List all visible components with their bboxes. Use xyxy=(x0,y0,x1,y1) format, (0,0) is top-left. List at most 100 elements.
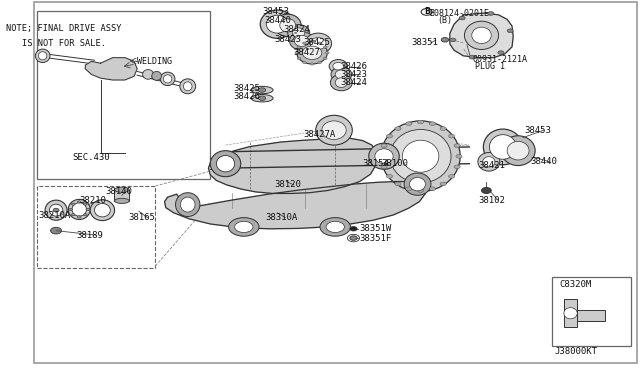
Ellipse shape xyxy=(180,197,195,212)
Ellipse shape xyxy=(211,151,241,177)
Ellipse shape xyxy=(305,33,332,54)
Ellipse shape xyxy=(335,70,348,79)
Text: 38453: 38453 xyxy=(262,7,289,16)
Text: 38424: 38424 xyxy=(284,25,310,34)
Text: 38426: 38426 xyxy=(340,62,367,71)
Text: 38427: 38427 xyxy=(294,48,321,57)
Ellipse shape xyxy=(95,203,110,217)
Circle shape xyxy=(318,61,321,64)
Circle shape xyxy=(449,174,454,178)
Circle shape xyxy=(442,38,449,42)
Polygon shape xyxy=(164,182,427,229)
Circle shape xyxy=(323,57,327,60)
Circle shape xyxy=(310,63,314,65)
Ellipse shape xyxy=(331,67,352,82)
Text: 38351: 38351 xyxy=(412,38,438,47)
Ellipse shape xyxy=(72,203,86,216)
Polygon shape xyxy=(85,58,137,80)
Ellipse shape xyxy=(163,75,172,83)
Circle shape xyxy=(395,127,401,131)
Ellipse shape xyxy=(115,187,129,192)
Bar xyxy=(36,11,211,179)
Ellipse shape xyxy=(410,177,426,191)
Ellipse shape xyxy=(320,218,351,236)
Text: B: B xyxy=(424,7,429,16)
Ellipse shape xyxy=(260,10,294,38)
Circle shape xyxy=(295,52,299,54)
Polygon shape xyxy=(450,13,513,58)
Ellipse shape xyxy=(326,221,344,232)
Ellipse shape xyxy=(266,15,288,33)
Ellipse shape xyxy=(152,71,161,80)
Circle shape xyxy=(326,52,329,54)
Ellipse shape xyxy=(381,121,460,192)
Circle shape xyxy=(417,120,424,124)
Text: 38102: 38102 xyxy=(479,196,506,205)
Circle shape xyxy=(297,57,301,60)
Circle shape xyxy=(379,154,385,158)
Circle shape xyxy=(488,12,494,15)
Ellipse shape xyxy=(310,38,326,49)
Circle shape xyxy=(259,88,266,92)
Text: 38423: 38423 xyxy=(340,70,367,79)
Circle shape xyxy=(294,32,297,33)
Circle shape xyxy=(387,174,392,178)
Ellipse shape xyxy=(275,14,301,36)
Circle shape xyxy=(294,48,297,50)
Ellipse shape xyxy=(302,46,322,60)
Text: 38425: 38425 xyxy=(303,38,330,47)
Bar xyxy=(36,186,156,268)
Ellipse shape xyxy=(507,141,529,160)
Circle shape xyxy=(395,182,401,186)
Text: 38440: 38440 xyxy=(264,16,291,25)
Ellipse shape xyxy=(390,129,451,183)
Circle shape xyxy=(297,46,301,48)
Text: WELDING: WELDING xyxy=(137,57,172,66)
Text: 38426: 38426 xyxy=(234,92,260,101)
Text: 38210A: 38210A xyxy=(38,211,70,220)
Ellipse shape xyxy=(251,86,273,94)
Bar xyxy=(564,299,577,327)
Circle shape xyxy=(303,42,307,44)
Ellipse shape xyxy=(184,82,192,91)
Circle shape xyxy=(429,122,435,126)
Text: 38425: 38425 xyxy=(234,84,260,93)
Text: 38421: 38421 xyxy=(479,161,506,170)
Circle shape xyxy=(454,165,460,169)
Circle shape xyxy=(350,236,357,240)
Circle shape xyxy=(381,144,387,148)
Ellipse shape xyxy=(289,32,314,50)
Text: SEC.430: SEC.430 xyxy=(72,153,110,162)
Circle shape xyxy=(51,227,61,234)
Text: 38165: 38165 xyxy=(128,213,155,222)
Circle shape xyxy=(77,201,81,203)
Circle shape xyxy=(481,187,492,193)
Text: NOTE; FINAL DRIVE ASSY: NOTE; FINAL DRIVE ASSY xyxy=(6,24,122,33)
Circle shape xyxy=(83,214,87,216)
Ellipse shape xyxy=(292,28,305,38)
Circle shape xyxy=(421,9,432,15)
Ellipse shape xyxy=(160,72,175,86)
Text: 38120: 38120 xyxy=(275,180,301,189)
Ellipse shape xyxy=(404,173,431,195)
Circle shape xyxy=(72,203,75,205)
Ellipse shape xyxy=(251,94,273,102)
Circle shape xyxy=(323,46,327,48)
Ellipse shape xyxy=(90,200,115,221)
Text: J38000KT: J38000KT xyxy=(554,347,598,356)
Text: 38453: 38453 xyxy=(524,126,551,135)
Ellipse shape xyxy=(483,157,495,167)
Circle shape xyxy=(307,32,309,33)
Circle shape xyxy=(313,40,315,42)
Circle shape xyxy=(53,208,59,212)
Circle shape xyxy=(469,55,476,59)
Text: 00931-2121A: 00931-2121A xyxy=(472,55,527,64)
Circle shape xyxy=(307,48,309,50)
Circle shape xyxy=(83,203,87,205)
Circle shape xyxy=(417,189,424,192)
Circle shape xyxy=(288,40,291,42)
Circle shape xyxy=(459,16,465,20)
Ellipse shape xyxy=(288,25,310,41)
Circle shape xyxy=(449,134,454,138)
Text: 38351W: 38351W xyxy=(360,224,392,233)
